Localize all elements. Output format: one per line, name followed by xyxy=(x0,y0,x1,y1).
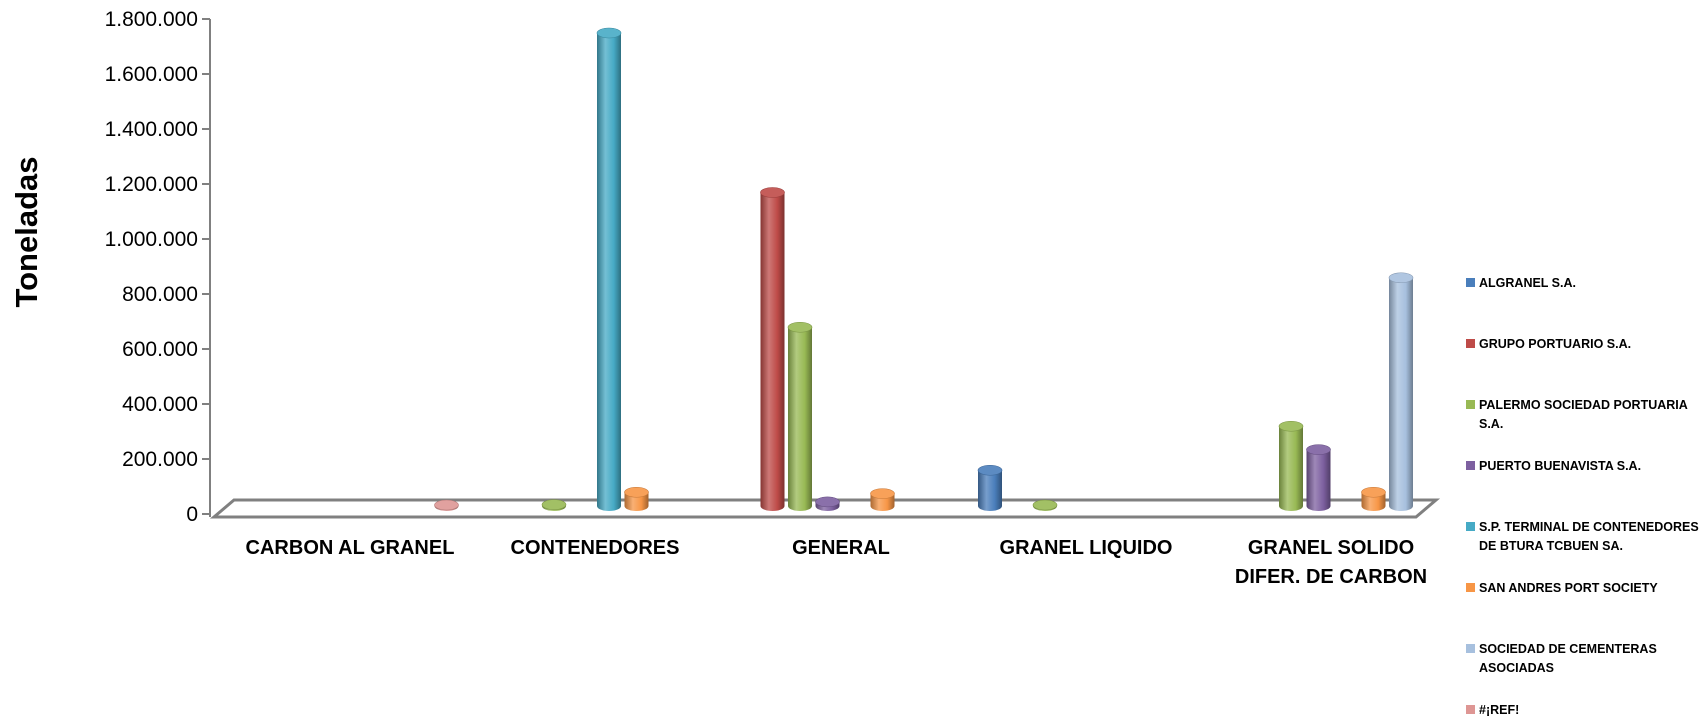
legend-swatch xyxy=(1466,461,1475,470)
y-tick-label: 1.600.000 xyxy=(105,63,198,86)
legend-label: PUERTO BUENAVISTA S.A. xyxy=(1479,459,1641,473)
legend-swatch xyxy=(1466,278,1475,287)
legend-swatch xyxy=(1466,705,1475,714)
category-label: CONTENEDORES xyxy=(511,537,680,559)
y-tick-label: 1.000.000 xyxy=(105,228,198,251)
y-tick-label: 400.000 xyxy=(122,393,198,416)
legend-label: ALGRANEL S.A. xyxy=(1479,276,1576,290)
category-label: GRANEL LIQUIDO xyxy=(1000,537,1173,559)
y-tick-label: 600.000 xyxy=(122,338,198,361)
chart-bars xyxy=(434,27,1414,512)
bar xyxy=(1032,499,1058,511)
bar xyxy=(760,187,785,512)
bar xyxy=(624,486,649,512)
category-label: CARBON AL GRANEL xyxy=(246,537,455,559)
legend-swatch xyxy=(1466,583,1475,592)
bar xyxy=(434,499,459,512)
bar xyxy=(1388,272,1414,511)
legend-item: SAN ANDRES PORT SOCIETY xyxy=(1466,581,1658,595)
y-tick-label: 0 xyxy=(186,503,198,526)
bar xyxy=(787,321,813,511)
legend-label: S.A. xyxy=(1479,417,1503,431)
bar xyxy=(1361,486,1386,512)
bar xyxy=(870,488,895,512)
legend-swatch xyxy=(1466,400,1475,409)
bar xyxy=(541,499,567,511)
bar xyxy=(1278,420,1304,511)
chart-labels: 0 200.000 400.000 600.000 800.000 1.000.000 1.… xyxy=(9,8,1427,588)
legend-item: SOCIEDAD DE CEMENTERAS ASOCIADAS xyxy=(1466,642,1657,675)
legend-item: #¡REF! xyxy=(1466,703,1519,717)
legend-label: DE BTURA TCBUEN SA. xyxy=(1479,539,1623,553)
legend-item: PUERTO BUENAVISTA S.A. xyxy=(1466,459,1641,473)
legend-label: SOCIEDAD DE CEMENTERAS xyxy=(1479,642,1657,656)
bar xyxy=(596,27,622,511)
legend-item: PALERMO SOCIEDAD PORTUARIA S.A. xyxy=(1466,398,1688,431)
legend-swatch xyxy=(1466,644,1475,653)
y-axis-title: Toneladas xyxy=(9,156,44,307)
category-label: GENERAL xyxy=(792,537,890,559)
y-tick-label: 1.800.000 xyxy=(105,8,198,31)
category-label: DIFER. DE CARBON xyxy=(1235,566,1427,588)
legend-label: PALERMO SOCIEDAD PORTUARIA xyxy=(1479,398,1688,412)
legend-label: SAN ANDRES PORT SOCIETY xyxy=(1479,581,1658,595)
bar xyxy=(977,464,1003,511)
y-tick-label: 1.400.000 xyxy=(105,118,198,141)
category-label: GRANEL SOLIDO xyxy=(1248,537,1414,559)
legend-swatch xyxy=(1466,522,1475,531)
chart-axes xyxy=(202,18,1441,519)
legend-item: GRUPO PORTUARIO S.A. xyxy=(1466,337,1631,351)
legend-swatch xyxy=(1466,339,1475,348)
bar xyxy=(815,496,840,512)
y-tick-label: 200.000 xyxy=(122,448,198,471)
legend-label: GRUPO PORTUARIO S.A. xyxy=(1479,337,1631,351)
y-tick-label: 800.000 xyxy=(122,283,198,306)
legend-label: S.P. TERMINAL DE CONTENEDORES xyxy=(1479,520,1699,534)
y-tick-label: 1.200.000 xyxy=(105,173,198,196)
legend-item: ALGRANEL S.A. xyxy=(1466,276,1576,290)
legend-item: S.P. TERMINAL DE CONTENEDORES DE BTURA TC… xyxy=(1466,520,1699,553)
chart-legend: ALGRANEL S.A. GRUPO PORTUARIO S.A. PALERMO… xyxy=(1466,276,1699,717)
legend-label: ASOCIADAS xyxy=(1479,661,1554,675)
bar xyxy=(1306,444,1331,512)
legend-label: #¡REF! xyxy=(1479,703,1519,717)
